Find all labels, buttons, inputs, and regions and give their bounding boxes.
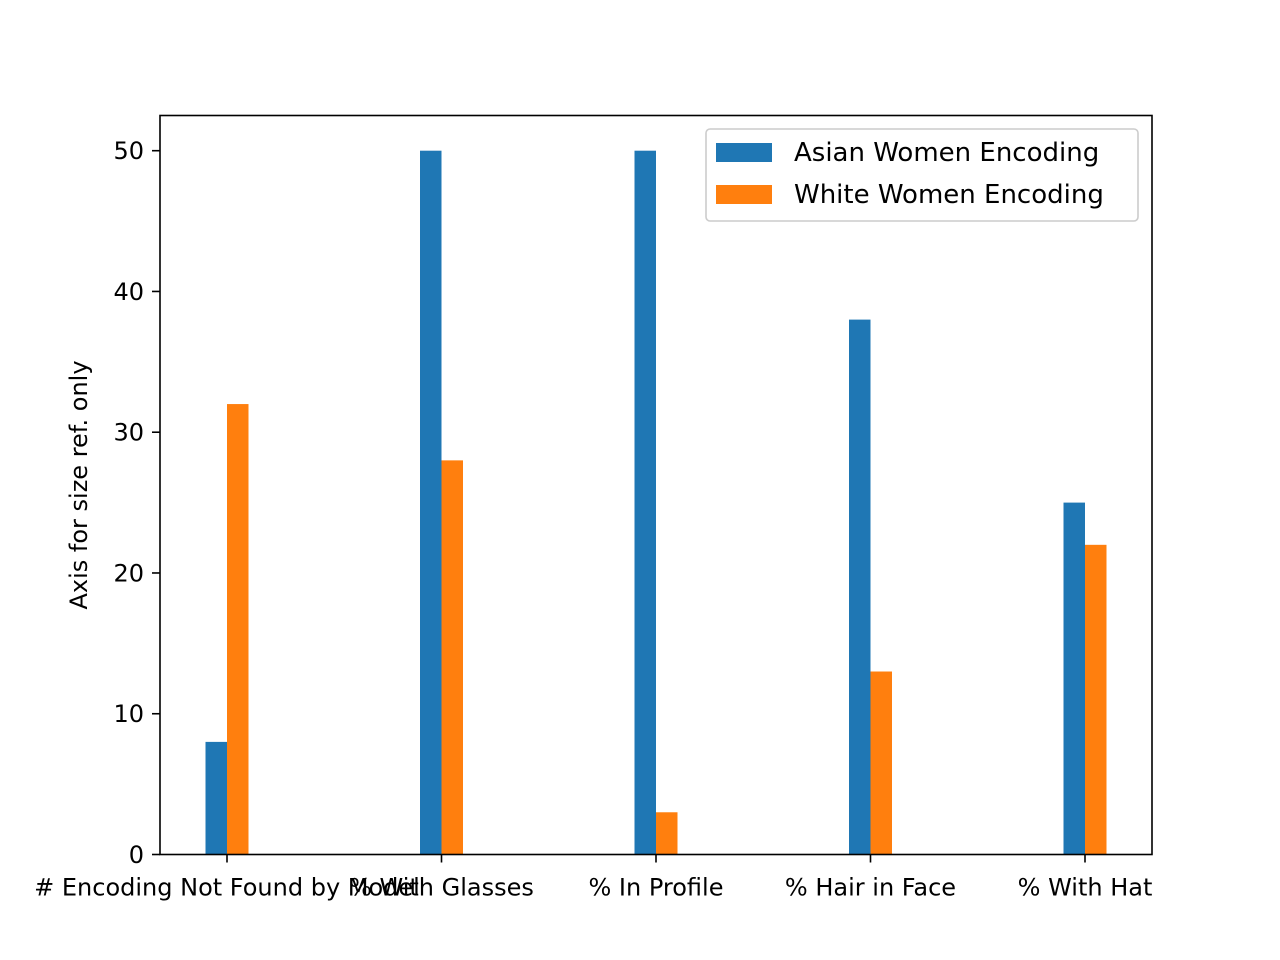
- bar-asian-1: [420, 150, 442, 855]
- bar-asian-0: [205, 741, 227, 855]
- bar-white-3: [870, 671, 892, 855]
- y-tick-label: 40: [113, 278, 144, 306]
- bar-asian-3: [849, 319, 871, 855]
- y-axis-label: Axis for size ref. only: [65, 360, 93, 609]
- x-tick-label: % In Profile: [589, 874, 724, 902]
- legend-swatch-asian: [716, 143, 772, 162]
- bar-asian-4: [1063, 502, 1085, 855]
- legend-label-white: White Women Encoding: [794, 180, 1104, 210]
- x-tick-label: % With Hat: [1018, 874, 1153, 902]
- y-tick-label: 20: [113, 559, 144, 587]
- bars-group: [205, 150, 1107, 855]
- legend-box: [705, 128, 1139, 222]
- bar-white-4: [1085, 544, 1107, 855]
- legend-swatch-white: [716, 185, 772, 204]
- y-tick-label: 0: [129, 841, 144, 869]
- legend-label-asian: Asian Women Encoding: [794, 138, 1099, 168]
- y-tick-label: 30: [113, 419, 144, 447]
- bar-white-1: [441, 460, 463, 855]
- x-tick-label: # Encoding Not Found by Model: [34, 874, 420, 902]
- bar-white-2: [656, 812, 678, 855]
- y-tick-label: 50: [113, 137, 144, 165]
- x-axis: # Encoding Not Found by Model% With Glas…: [34, 854, 1153, 902]
- y-tick-label: 10: [113, 700, 144, 728]
- bar-white-0: [227, 404, 249, 855]
- y-axis: 0 10 20 30 40 50: [113, 137, 160, 869]
- x-tick-label: % Hair in Face: [785, 874, 956, 902]
- bar-asian-2: [634, 150, 656, 855]
- x-tick-label: % With Glasses: [349, 874, 534, 902]
- legend: Asian Women Encoding White Women Encodin…: [705, 128, 1139, 222]
